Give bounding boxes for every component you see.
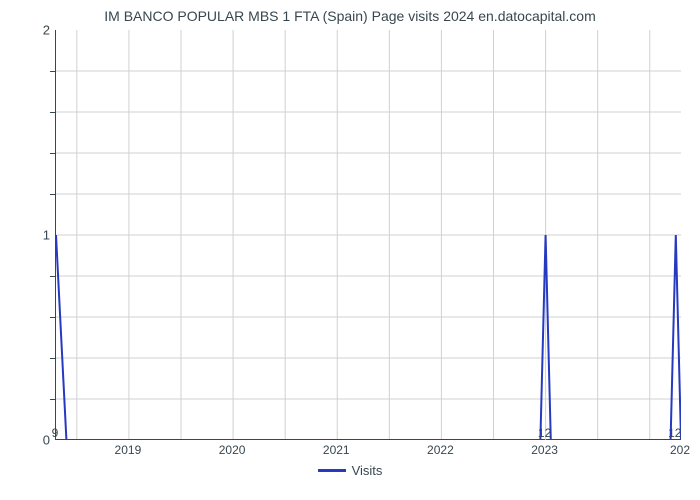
plot-svg xyxy=(56,30,681,440)
x-tick-label: 2020 xyxy=(219,443,246,457)
y-minor-tick xyxy=(50,358,55,359)
y-minor-tick xyxy=(50,71,55,72)
value-callout: 9 xyxy=(52,426,59,440)
horizontal-gridlines xyxy=(56,71,681,399)
x-tick-label: 2023 xyxy=(531,443,558,457)
y-minor-tick xyxy=(50,194,55,195)
plot-area xyxy=(55,30,680,440)
x-tick-label: 202 xyxy=(670,443,690,457)
chart-title: IM BANCO POPULAR MBS 1 FTA (Spain) Page … xyxy=(0,8,700,24)
y-minor-tick xyxy=(50,153,55,154)
y-minor-tick xyxy=(50,276,55,277)
visits-chart: IM BANCO POPULAR MBS 1 FTA (Spain) Page … xyxy=(0,0,700,500)
legend: Visits xyxy=(0,460,700,478)
y-tick-label: 0 xyxy=(5,433,50,448)
x-tick-label: 2021 xyxy=(323,443,350,457)
value-callout: 12 xyxy=(538,426,551,440)
value-callout: 12 xyxy=(668,426,681,440)
y-minor-tick xyxy=(50,317,55,318)
visits-series-line xyxy=(56,235,681,440)
x-tick-label: 2022 xyxy=(427,443,454,457)
legend-swatch xyxy=(318,469,346,472)
y-minor-tick xyxy=(50,112,55,113)
y-minor-tick xyxy=(50,399,55,400)
y-tick-label: 2 xyxy=(5,23,50,38)
y-tick-label: 1 xyxy=(5,228,50,243)
legend-label: Visits xyxy=(352,463,383,478)
x-tick-label: 2019 xyxy=(115,443,142,457)
